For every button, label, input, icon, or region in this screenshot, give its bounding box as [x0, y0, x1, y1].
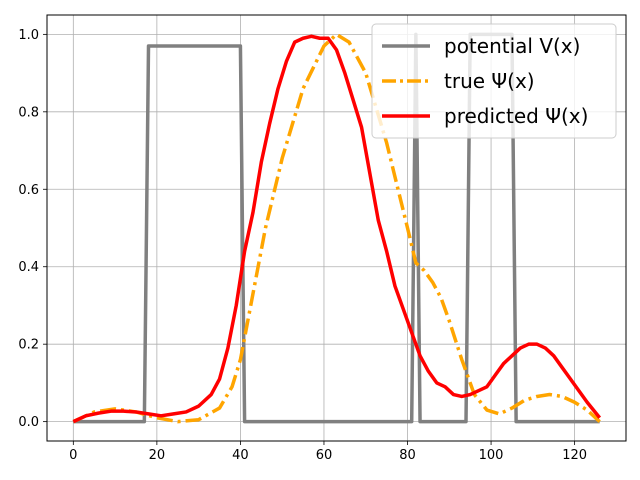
y-tick-label: 1.0	[18, 28, 39, 43]
y-tick-label: 0.2	[18, 338, 39, 353]
axis-ticks: 0 20 40 60 80 100 120 0.0 0.2 0.4 0.6 0.8 1.0	[18, 28, 587, 463]
y-tick-label: 0.4	[18, 260, 39, 275]
y-tick-label: 0.8	[18, 105, 39, 120]
legend-box	[371, 23, 617, 139]
legend-label-2: predicted Ψ(x)	[444, 104, 588, 128]
y-tick-label: 0.0	[18, 415, 39, 430]
x-tick-label: 60	[316, 448, 333, 463]
legend: potential V(x) true Ψ(x) predicted Ψ(x)	[371, 23, 617, 139]
legend-label-0: potential V(x)	[444, 34, 580, 58]
x-tick-label: 80	[399, 448, 416, 463]
x-tick-label: 40	[232, 448, 249, 463]
x-tick-label: 120	[562, 448, 587, 463]
x-tick-label: 100	[479, 448, 504, 463]
y-tick-label: 0.6	[18, 183, 39, 198]
series-line-2	[72, 34, 602, 424]
x-tick-label: 0	[69, 448, 77, 463]
legend-label-1: true Ψ(x)	[444, 69, 535, 93]
axes-frame	[46, 14, 627, 442]
x-tick-label: 20	[149, 448, 166, 463]
series-line-1	[72, 32, 601, 424]
